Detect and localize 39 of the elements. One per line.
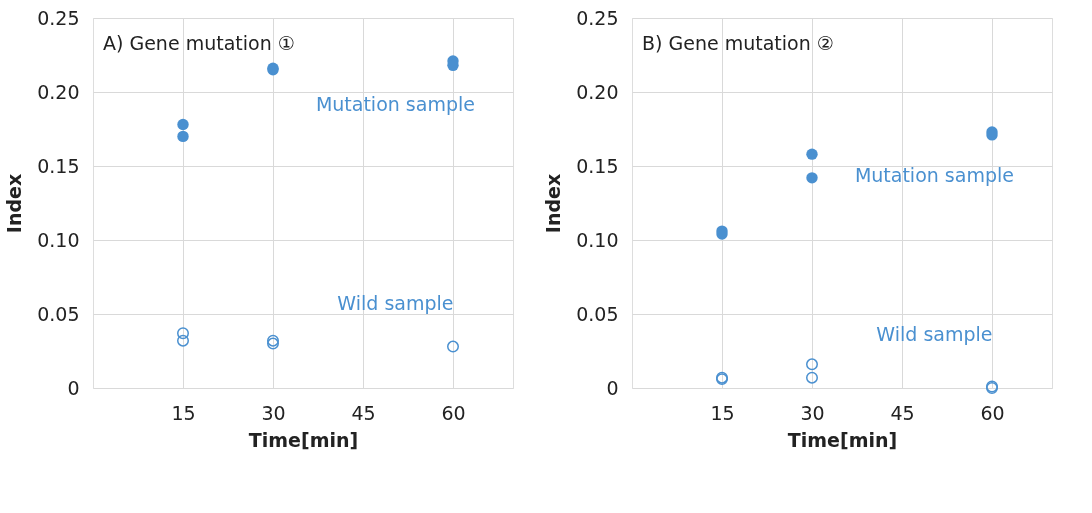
y-tick-label: 0.20 bbox=[576, 80, 619, 103]
y-tick-label: 0 bbox=[67, 376, 80, 399]
x-axis-title: Time[min] bbox=[787, 428, 898, 451]
x-tick-label: 15 bbox=[710, 401, 735, 424]
point bbox=[177, 327, 189, 340]
series-label: Mutation sample bbox=[854, 164, 1014, 187]
y-axis-title: Index bbox=[3, 173, 26, 234]
point bbox=[806, 371, 818, 384]
series-label: Wild sample bbox=[337, 291, 454, 314]
y-tick-label: 0.20 bbox=[37, 80, 80, 103]
x-tick-label: 60 bbox=[980, 401, 1005, 424]
x-tick-label: 30 bbox=[800, 401, 825, 424]
y-tick-label: 0.05 bbox=[37, 302, 80, 325]
x-tick-label: 30 bbox=[261, 401, 286, 424]
point bbox=[806, 172, 818, 184]
point bbox=[177, 130, 189, 143]
point bbox=[177, 334, 189, 347]
y-tick-label: 0.25 bbox=[576, 6, 619, 29]
y-tick-label: 0.05 bbox=[576, 302, 619, 325]
y-tick-label: 0.10 bbox=[37, 228, 80, 251]
y-tick-label: 0.15 bbox=[576, 154, 619, 177]
series-label: Wild sample bbox=[876, 322, 993, 345]
point bbox=[447, 340, 459, 353]
text: B) Gene mutation ② bbox=[642, 32, 834, 54]
text: A) Gene mutation ① bbox=[103, 32, 295, 54]
point bbox=[177, 118, 189, 131]
x-tick-label: 45 bbox=[890, 401, 915, 424]
x-axis-title: Time[min] bbox=[248, 428, 359, 451]
y-tick-label: 0.25 bbox=[37, 6, 80, 29]
y-tick-label: 0 bbox=[606, 376, 619, 399]
y-tick-label: 0.10 bbox=[576, 228, 619, 251]
point bbox=[806, 358, 818, 371]
point bbox=[806, 148, 818, 160]
x-tick-label: 15 bbox=[171, 401, 196, 424]
y-tick-label: 0.15 bbox=[37, 154, 80, 177]
x-tick-label: 60 bbox=[441, 401, 466, 424]
x-tick-label: 45 bbox=[351, 401, 376, 424]
series-label: Mutation sample bbox=[315, 93, 475, 116]
y-axis-title: Index bbox=[542, 173, 565, 234]
